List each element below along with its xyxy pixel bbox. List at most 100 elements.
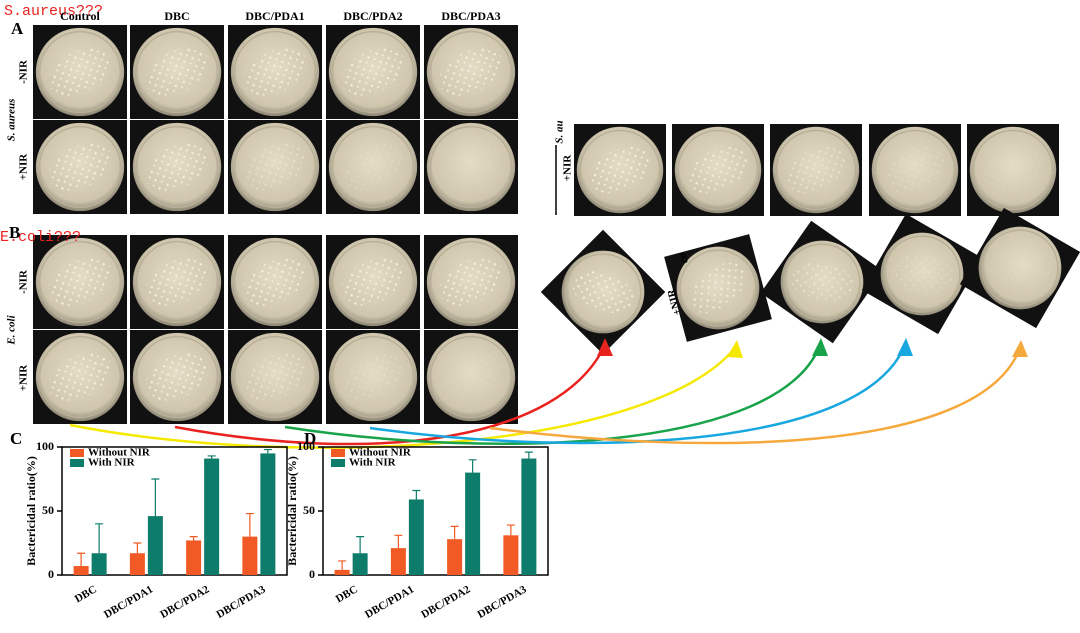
dish-rim xyxy=(783,243,861,321)
error-bar xyxy=(412,489,421,500)
legend-label: Without NIR xyxy=(88,447,151,459)
dish-photo xyxy=(664,234,772,342)
colonies xyxy=(341,143,405,191)
error-bar xyxy=(338,560,347,570)
dish-rim xyxy=(564,253,642,331)
error-bar xyxy=(245,512,254,537)
colonies xyxy=(145,143,209,191)
dish-photo xyxy=(33,235,127,329)
note: S.aureus??? xyxy=(4,3,103,20)
dish-photo xyxy=(869,124,961,216)
note: E.coli??? xyxy=(0,229,81,246)
dish-photo xyxy=(959,207,1080,329)
dish-rim xyxy=(331,335,415,419)
x-tick-label: DBC/PDA3 xyxy=(215,583,269,621)
error-bar xyxy=(506,524,515,536)
colonies xyxy=(784,146,848,194)
dish-rim xyxy=(38,30,122,114)
dish-rim xyxy=(972,129,1054,211)
colonies xyxy=(48,353,112,401)
dish-photo xyxy=(424,235,518,329)
colonies xyxy=(145,48,209,96)
dish-rim xyxy=(38,125,122,209)
legend-label: With NIR xyxy=(88,457,136,469)
colonies xyxy=(243,353,307,401)
colonies xyxy=(145,353,209,401)
legend-swatch xyxy=(331,449,345,457)
arrow-head xyxy=(1012,340,1028,357)
dish-photo xyxy=(672,124,764,216)
dish-rim xyxy=(233,240,317,324)
bar xyxy=(503,535,519,575)
dish-photo xyxy=(228,330,322,424)
dish-rim xyxy=(135,240,219,324)
dish-rim xyxy=(981,229,1059,307)
dish-rim xyxy=(135,335,219,419)
error-bar xyxy=(95,523,104,554)
bar xyxy=(390,548,406,575)
error-bar xyxy=(263,448,272,454)
row-label: -NIR xyxy=(18,269,30,294)
dish-photo xyxy=(326,120,420,214)
colonies xyxy=(686,146,750,194)
colonies xyxy=(988,248,1052,288)
column-headers: Control DBC DBC/PDA1 DBC/PDA2 DBC/PDA3 xyxy=(60,9,501,23)
error-bar xyxy=(77,552,86,567)
dish-photo xyxy=(33,330,127,424)
dish-photo xyxy=(424,25,518,119)
y-tick-label: 100 xyxy=(297,439,315,453)
arrow xyxy=(489,347,1022,445)
error-bar xyxy=(356,536,365,554)
colonies xyxy=(243,143,307,191)
dish-rim xyxy=(331,125,415,209)
colonies xyxy=(341,258,405,306)
dish-rim xyxy=(429,30,513,114)
bar xyxy=(521,458,537,575)
dish-rim xyxy=(331,240,415,324)
colonies xyxy=(48,48,112,96)
bar xyxy=(242,536,258,575)
organism-label: S. aureus xyxy=(6,99,18,142)
colonies xyxy=(439,353,503,401)
dish-photo xyxy=(770,124,862,216)
dish-photo xyxy=(967,124,1059,216)
row-label: +NIR xyxy=(18,364,30,391)
bar xyxy=(447,539,463,575)
dish-rim xyxy=(579,129,661,211)
dish-rim xyxy=(775,129,857,211)
photos xyxy=(33,25,1080,424)
colonies xyxy=(341,353,405,401)
dish-rim xyxy=(135,30,219,114)
error-bar xyxy=(207,455,216,459)
dish-rim xyxy=(429,335,513,419)
dish-rim xyxy=(38,335,122,419)
y-axis-label: Bactericidal ratio(%) xyxy=(24,456,38,566)
dish-photo xyxy=(760,220,884,344)
dish-photo xyxy=(326,235,420,329)
organism-label: E. coli xyxy=(6,314,18,345)
colonies xyxy=(145,258,209,306)
colonies xyxy=(439,258,503,306)
colonies xyxy=(48,143,112,191)
colonies xyxy=(243,258,307,306)
error-bar xyxy=(189,536,198,541)
colonies xyxy=(790,262,854,302)
error-bar xyxy=(468,459,477,473)
column-header: DBC/PDA1 xyxy=(245,9,304,23)
dish-photo xyxy=(540,229,666,355)
dish-photo xyxy=(424,120,518,214)
organism-label: S. au xyxy=(554,120,566,143)
legend-swatch xyxy=(70,459,84,467)
dish-rim xyxy=(677,129,759,211)
arrow-head xyxy=(727,340,743,358)
error-bar xyxy=(133,542,142,554)
arrow-head xyxy=(897,338,913,356)
dish-photo xyxy=(130,120,224,214)
colonies xyxy=(981,146,1045,194)
colonies xyxy=(439,143,503,191)
arrow xyxy=(284,344,822,446)
column-header: DBC xyxy=(164,9,189,23)
x-tick-label: DBC xyxy=(334,583,360,605)
